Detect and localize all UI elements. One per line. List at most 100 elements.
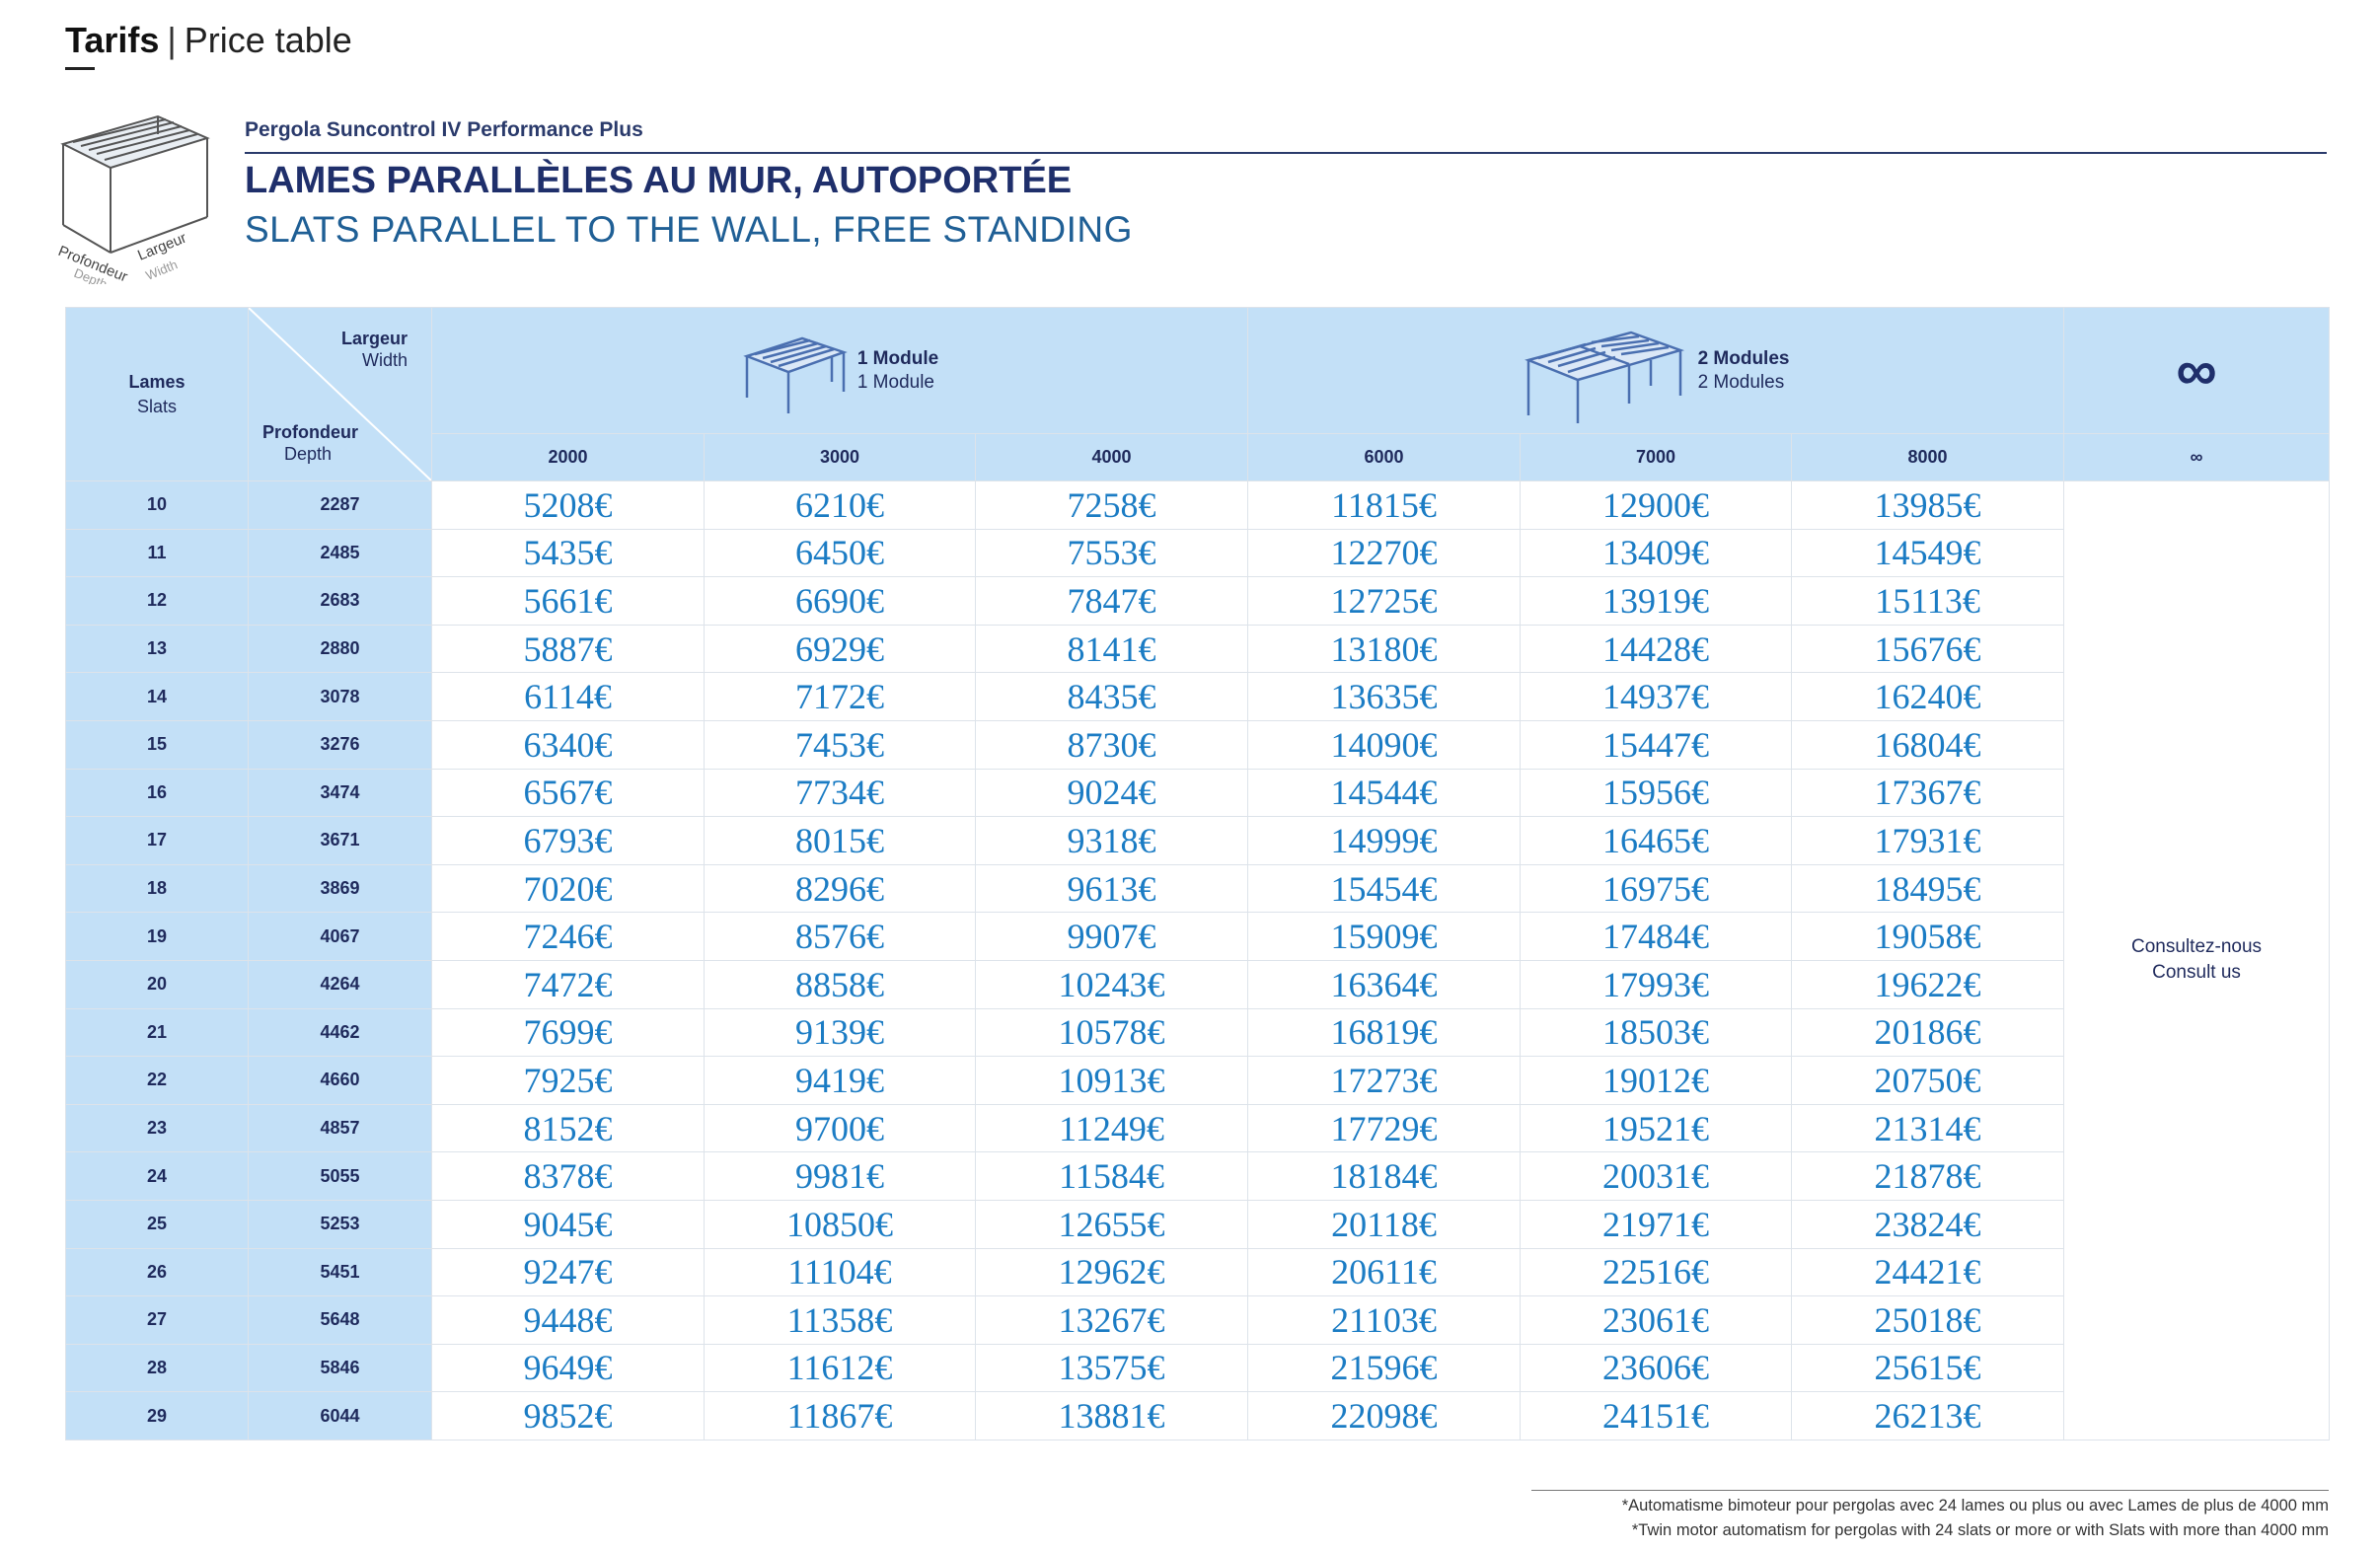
price-cell: 11358€ [704,1295,976,1345]
price-cell: 14428€ [1520,624,1793,674]
price-cell: 17729€ [1247,1103,1522,1153]
depth-cell: 5253 [248,1199,432,1249]
price-cell: 15676€ [1791,624,2065,674]
price-cell: 11867€ [704,1391,976,1440]
price-cell: 9419€ [704,1056,976,1105]
width-header-8000: 8000 [1791,433,2065,481]
lames-count-cell: 12 [65,576,249,626]
price-cell: 20118€ [1247,1199,1522,1249]
price-cell: 9649€ [431,1343,705,1393]
footnote-french: *Automatisme bimoteur pour pergolas avec… [1621,1497,2329,1514]
depth-cell: 2880 [248,624,432,674]
lames-count-cell: 28 [65,1343,249,1393]
lames-count-cell: 22 [65,1056,249,1105]
price-cell: 14090€ [1247,719,1522,770]
one-module-label: 1 Module 1 Module [857,347,938,395]
lames-count-cell: 10 [65,480,249,530]
table-row: 17 3671 6793€ 8015€ 9318€ 14999€ 16465€ 17931€ [65,816,2330,865]
product-divider [245,152,2327,154]
price-cell: 7553€ [974,528,1249,578]
table-row: 14 3078 6114€ 7172€ 8435€ 13635€ 14937€ 16240€ [65,672,2330,721]
lames-header: Lames Slats [65,307,249,481]
lames-label-en: Slats [136,396,178,416]
price-cell: 9907€ [974,912,1249,961]
two-modules-label: 2 Modules 2 Modules [1698,347,1790,395]
width-header-infinity: ∞ [2063,433,2331,481]
depth-cell: 5055 [248,1151,432,1201]
table-row: 21 4462 7699€ 9139€ 10578€ 16819€ 18503€ 20186€ [65,1007,2330,1058]
price-cell: 7925€ [431,1056,705,1105]
price-cell: 21314€ [1791,1103,2065,1153]
price-cell: 6567€ [431,768,705,818]
price-cell: 21103€ [1247,1295,1522,1345]
section-title: Tarifs [65,20,160,60]
price-cell: 16465€ [1520,816,1793,865]
price-cell: 17273€ [1247,1056,1522,1105]
price-cell: 23061€ [1520,1295,1793,1345]
price-cell: 13180€ [1247,624,1522,674]
price-cell: 6929€ [704,624,976,674]
depth-cell: 3474 [248,768,432,818]
price-cell: 24421€ [1791,1247,2065,1297]
price-cell: 7172€ [704,672,976,721]
price-cell: 7472€ [431,959,705,1009]
price-cell: 6690€ [704,576,976,626]
width-label: Largeur Width [341,328,408,371]
price-cell: 18184€ [1247,1151,1522,1201]
page-header: Tarifs | Price table [65,20,352,61]
price-cell: 11584€ [974,1151,1249,1201]
price-cell: 15454€ [1247,863,1522,914]
price-cell: 7699€ [431,1007,705,1058]
consult-label-en: Consult us [2152,962,2241,984]
price-cell: 8152€ [431,1103,705,1153]
table-row: 16 3474 6567€ 7734€ 9024€ 14544€ 15956€ 17367€ [65,768,2330,818]
price-cell: 21596€ [1247,1343,1522,1393]
price-cell: 6450€ [704,528,976,578]
width-header-3000: 3000 [704,433,976,481]
price-cell: 13409€ [1520,528,1793,578]
price-table: Lames Slats Largeur Width Profondeur Dep… [65,307,2331,1440]
table-row: 15 3276 6340€ 7453€ 8730€ 14090€ 15447€ 16804€ [65,719,2330,770]
width-header-6000: 6000 [1247,433,1522,481]
price-cell: 6793€ [431,816,705,865]
footnote-divider [1531,1490,2329,1491]
table-row: 22 4660 7925€ 9419€ 10913€ 17273€ 19012€ 20750€ [65,1056,2330,1105]
price-cell: 13575€ [974,1343,1249,1393]
price-cell: 8435€ [974,672,1249,721]
header-underline [65,67,95,70]
price-cell: 13985€ [1791,480,2065,530]
price-cell: 7847€ [974,576,1249,626]
price-cell: 16364€ [1247,959,1522,1009]
lames-count-cell: 23 [65,1103,249,1153]
price-cell: 14999€ [1247,816,1522,865]
depth-label-fr: Profondeur [262,422,358,442]
lames-count-cell: 19 [65,912,249,961]
price-cell: 21878€ [1791,1151,2065,1201]
price-cell: 23606€ [1520,1343,1793,1393]
lames-count-cell: 25 [65,1199,249,1249]
table-row: 27 5648 9448€ 11358€ 13267€ 21103€ 23061€ 25018… [65,1295,2330,1345]
price-cell: 8576€ [704,912,976,961]
two-modules-pergola-icon [1524,331,1684,423]
price-cell: 16804€ [1791,719,2065,770]
price-cell: 8296€ [704,863,976,914]
price-cell: 6210€ [704,480,976,530]
price-cell: 9613€ [974,863,1249,914]
depth-cell: 3078 [248,672,432,721]
depth-cell: 5451 [248,1247,432,1297]
price-cell: 13919€ [1520,576,1793,626]
price-cell: 9247€ [431,1247,705,1297]
price-cell: 5435€ [431,528,705,578]
price-cell: 7246€ [431,912,705,961]
table-row: 23 4857 8152€ 9700€ 11249€ 17729€ 19521€ 21314€ [65,1103,2330,1153]
price-cell: 14544€ [1247,768,1522,818]
price-cell: 20611€ [1247,1247,1522,1297]
width-label-en: Width [361,350,408,370]
price-cell: 19058€ [1791,912,2065,961]
one-module-label-fr: 1 Module [856,347,939,369]
price-cell: 17484€ [1520,912,1793,961]
header-separator: | [167,20,177,60]
price-cell: 11104€ [704,1247,976,1297]
price-cell: 17931€ [1791,816,2065,865]
price-cell: 6114€ [431,672,705,721]
